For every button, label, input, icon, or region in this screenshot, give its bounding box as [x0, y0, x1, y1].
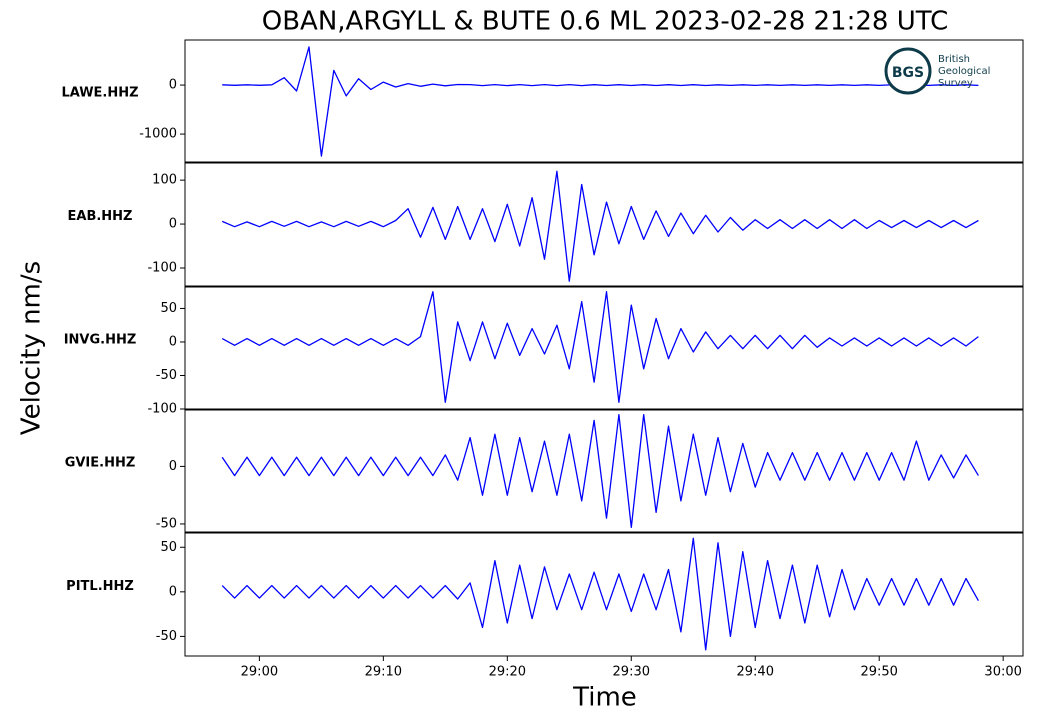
y-tick-label: -1000: [139, 127, 177, 142]
logo-abbr: BGS: [892, 65, 924, 81]
y-tick-label: -50: [156, 629, 177, 644]
y-tick-label: -50: [156, 516, 177, 531]
y-tick-label: 0: [169, 584, 177, 599]
x-tick-label: 29:50: [860, 665, 897, 680]
panel-frame: [184, 532, 1024, 657]
x-tick-label: 29:20: [489, 665, 526, 680]
logo: BGS British Geological Survey: [884, 47, 990, 95]
panel: [221, 537, 979, 651]
panel: [221, 413, 979, 529]
station-label: EAB.HHZ: [68, 209, 133, 224]
waveform: [221, 537, 979, 651]
waveform: [221, 413, 979, 529]
panel: [222, 46, 979, 157]
y-tick-label: -50: [156, 368, 177, 383]
panel-frame: [184, 39, 1024, 163]
chart-title: OBAN,ARGYLL & BUTE 0.6 ML 2023-02-28 21:…: [262, 7, 949, 37]
panel: [221, 291, 979, 403]
y-tick-label: -100: [147, 402, 177, 417]
x-tick-label: 29:00: [241, 665, 278, 680]
x-tick-label: 29:30: [613, 665, 650, 680]
logo-text: Geological: [938, 66, 990, 77]
y-tick-label: 0: [169, 334, 177, 349]
panel-frame: [184, 409, 1024, 533]
station-label: PITL.HHZ: [66, 579, 134, 594]
x-tick-label: 29:10: [365, 665, 402, 680]
y-tick-label: 100: [152, 173, 177, 188]
station-label: LAWE.HHZ: [61, 86, 138, 101]
panel-frame: [184, 286, 1024, 410]
y-tick-label: 0: [169, 217, 177, 232]
y-tick-label: 0: [169, 78, 177, 93]
waveform: [221, 291, 979, 403]
logo-text: Survey: [938, 78, 973, 89]
y-axis-title: Velocity nm/s: [17, 261, 47, 435]
y-tick-label: 0: [169, 459, 177, 474]
x-axis-title: Time: [572, 683, 637, 713]
logo-ring: [884, 47, 932, 95]
y-tick-label: 50: [160, 540, 177, 555]
waveform: [222, 46, 979, 157]
station-label: INVG.HHZ: [64, 333, 137, 348]
x-tick-label: 30:00: [984, 665, 1021, 680]
y-tick-label: -100: [147, 260, 177, 275]
logo-text: British: [938, 54, 970, 65]
y-tick-label: 50: [160, 301, 177, 316]
waveform: [221, 170, 979, 282]
x-tick-label: 29:40: [737, 665, 774, 680]
panel: [221, 170, 979, 282]
station-label: GVIE.HHZ: [65, 456, 136, 471]
